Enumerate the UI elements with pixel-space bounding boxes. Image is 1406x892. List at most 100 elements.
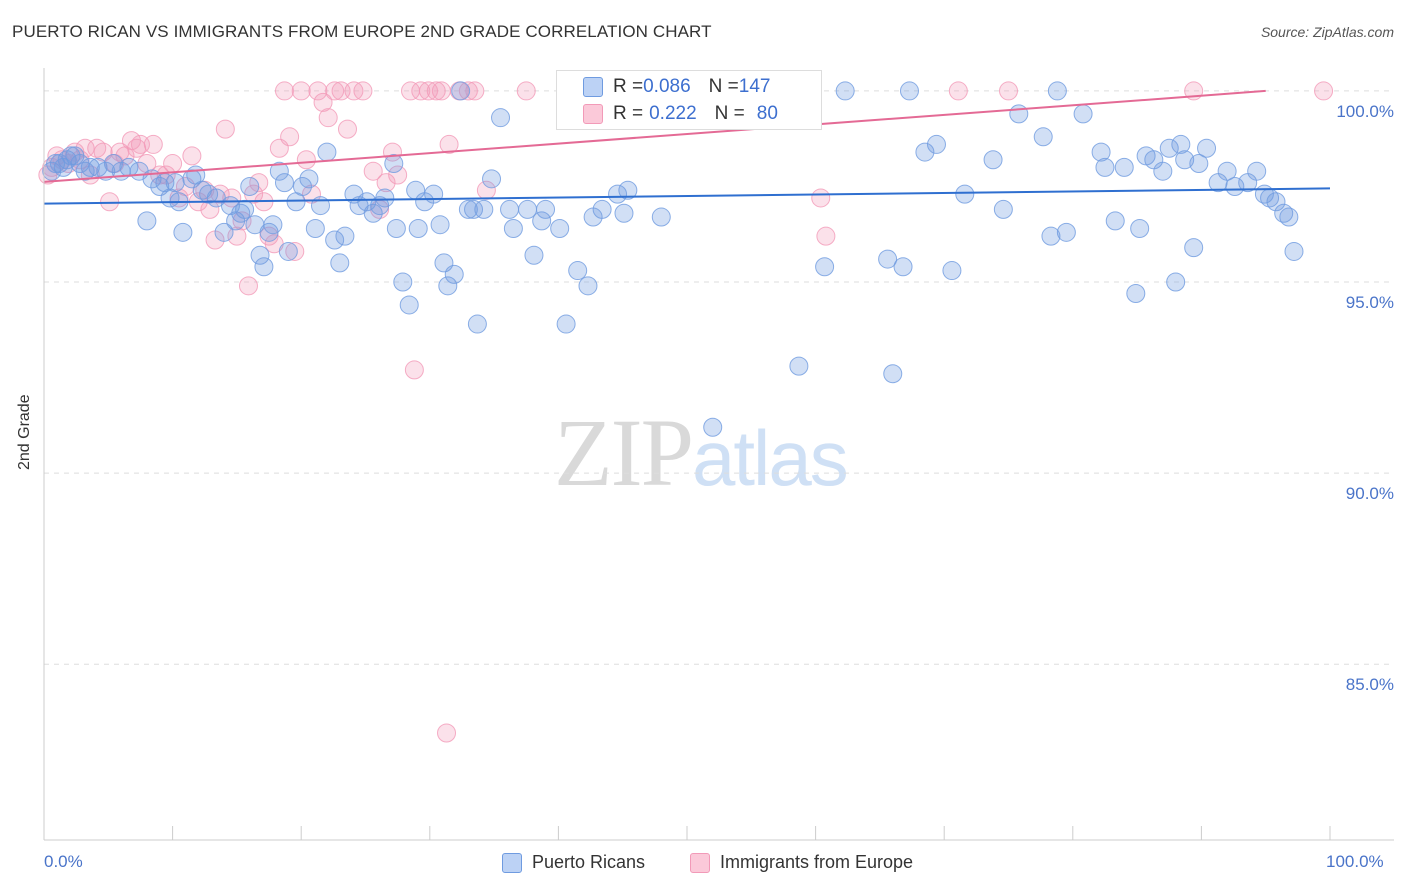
data-point-puerto-rican <box>292 176 312 196</box>
y-tick-label: 85.0% <box>1346 675 1394 694</box>
data-point-immigrant-europe <box>999 81 1018 101</box>
data-point-puerto-rican <box>330 253 350 273</box>
data-point-puerto-rican <box>789 356 809 376</box>
y-tick-label: 100.0% <box>1336 102 1394 121</box>
data-point-immigrant-europe <box>388 165 408 185</box>
data-point-puerto-rican <box>1047 81 1067 101</box>
y-tick-label: 90.0% <box>1346 484 1394 503</box>
r-value: 0.222 <box>649 103 697 124</box>
data-point-puerto-rican <box>269 161 289 181</box>
data-point-puerto-rican <box>393 272 413 292</box>
data-point-puerto-rican <box>305 219 325 239</box>
data-point-puerto-rican <box>137 211 157 231</box>
data-point-puerto-rican <box>491 108 511 128</box>
data-point-puerto-rican <box>1266 192 1286 212</box>
data-point-puerto-rican <box>173 222 193 242</box>
data-point-puerto-rican <box>651 207 671 227</box>
watermark-zip: ZIP <box>554 399 694 506</box>
data-point-puerto-rican <box>1171 134 1191 154</box>
data-point-puerto-rican <box>96 161 116 181</box>
r-value: 0.086 <box>643 76 691 97</box>
data-point-puerto-rican <box>899 81 919 101</box>
data-point-puerto-rican <box>165 173 185 193</box>
trend-line-immigrants-europe <box>43 89 1266 183</box>
data-point-immigrant-europe <box>137 154 157 174</box>
data-point-puerto-rican <box>317 142 337 162</box>
stats-swatch-pink <box>583 104 603 124</box>
legend-swatch-blue <box>502 852 522 873</box>
data-point-immigrant-europe <box>437 723 457 743</box>
data-point-puerto-rican <box>235 199 255 219</box>
data-point-puerto-rican <box>1197 138 1217 158</box>
r-label: R = <box>613 76 644 97</box>
data-point-immigrant-europe <box>100 192 120 212</box>
data-point-puerto-rican <box>103 154 123 174</box>
data-point-puerto-rican <box>1009 104 1029 124</box>
data-point-puerto-rican <box>357 192 377 212</box>
data-point-immigrant-europe <box>426 81 446 101</box>
data-point-puerto-rican <box>424 184 444 204</box>
legend-item-immigrants-europe: Immigrants from Europe <box>690 852 913 873</box>
stats-row-immigrants-europe: R = 0.222 N = 80 <box>583 102 778 126</box>
data-point-puerto-rican <box>1284 241 1304 261</box>
data-point-immigrant-europe <box>411 81 431 101</box>
data-point-puerto-rican <box>399 295 419 315</box>
data-point-puerto-rican <box>618 180 638 200</box>
data-point-immigrant-europe <box>232 211 252 231</box>
data-point-immigrant-europe <box>238 276 258 296</box>
stats-swatch-blue <box>583 77 603 97</box>
data-point-puerto-rican <box>467 314 487 334</box>
x-tick-max: 100.0% <box>1326 852 1384 871</box>
data-point-puerto-rican <box>430 215 450 235</box>
stats-row-puerto-ricans: R = 0.086 N = 147 <box>583 75 771 99</box>
data-point-puerto-rican <box>556 314 576 334</box>
data-point-puerto-rican <box>883 364 903 384</box>
data-point-puerto-rican <box>335 226 355 246</box>
watermark-atlas: atlas <box>692 414 849 502</box>
data-point-puerto-rican <box>375 188 395 208</box>
data-point-puerto-rican <box>458 199 478 219</box>
watermark: ZIPatlas <box>554 405 849 502</box>
data-point-puerto-rican <box>325 230 345 250</box>
data-point-puerto-rican <box>250 245 270 265</box>
data-point-puerto-rican <box>578 276 598 296</box>
data-point-puerto-rican <box>592 199 612 219</box>
data-point-immigrant-europe <box>291 81 311 101</box>
data-point-puerto-rican <box>1189 154 1209 174</box>
chart-title: PUERTO RICAN VS IMMIGRANTS FROM EUROPE 2… <box>12 22 712 41</box>
data-point-puerto-rican <box>1153 161 1173 181</box>
data-point-puerto-rican <box>254 257 274 277</box>
data-point-puerto-rican <box>524 245 544 265</box>
data-point-immigrant-europe <box>816 226 836 246</box>
data-point-puerto-rican <box>214 222 234 242</box>
data-point-immigrant-europe <box>404 360 424 380</box>
data-point-puerto-rican <box>310 196 330 216</box>
n-label: N = <box>714 103 745 124</box>
n-value: 80 <box>756 103 778 124</box>
data-point-immigrant-europe <box>337 119 357 139</box>
legend-label: Puerto Ricans <box>532 852 646 872</box>
data-point-puerto-rican <box>386 219 406 239</box>
r-label: R = <box>613 103 644 124</box>
stats-legend: R = 0.086 N = 147 R = 0.222 N = 80 <box>556 70 822 130</box>
data-point-puerto-rican <box>438 276 458 296</box>
data-point-puerto-rican <box>500 199 520 219</box>
x-tick-min: 0.0% <box>44 852 83 871</box>
data-point-immigrant-europe <box>215 119 235 139</box>
data-point-immigrant-europe <box>182 146 202 166</box>
data-point-puerto-rican <box>536 199 556 219</box>
data-point-puerto-rican <box>532 211 552 231</box>
data-point-puerto-rican <box>1247 161 1267 181</box>
n-value: 147 <box>738 76 771 97</box>
data-point-puerto-rican <box>568 261 588 281</box>
data-point-puerto-rican <box>1184 238 1204 258</box>
data-point-puerto-rican <box>608 184 628 204</box>
data-point-puerto-rican <box>278 241 298 261</box>
n-label: N = <box>708 76 739 97</box>
data-point-immigrant-europe <box>313 92 333 112</box>
data-point-puerto-rican <box>384 154 404 174</box>
data-point-puerto-rican <box>926 134 946 154</box>
data-point-puerto-rican <box>1091 142 1111 162</box>
data-point-puerto-rican <box>1274 203 1294 223</box>
data-point-immigrant-europe <box>308 81 328 101</box>
